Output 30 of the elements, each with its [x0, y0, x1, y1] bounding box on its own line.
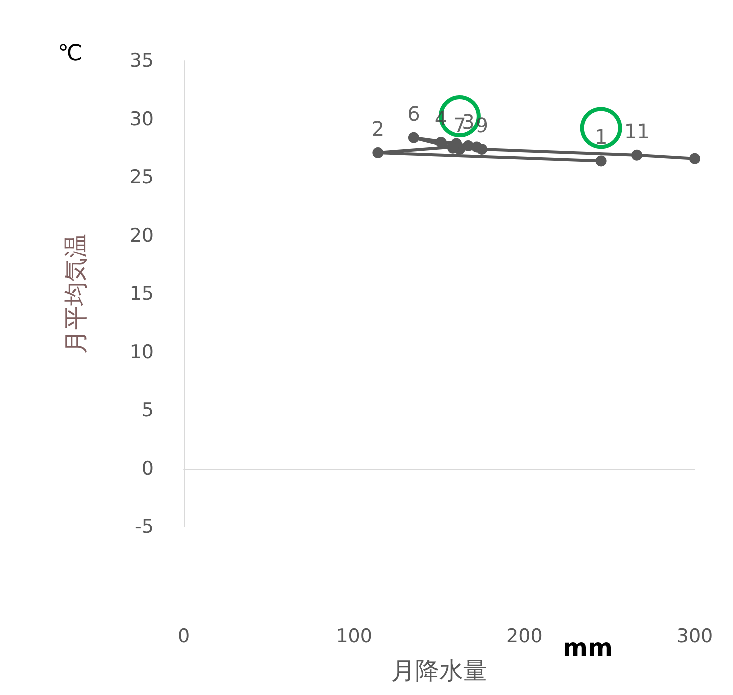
point [596, 156, 607, 167]
annotation: 11 [624, 119, 650, 144]
point [436, 137, 447, 148]
y-tick-label: 35 [130, 50, 154, 72]
annotation: 1 [594, 125, 608, 150]
point [408, 132, 420, 144]
x-axis-title: 月降水量 [392, 657, 488, 685]
annotation: 3 [462, 110, 475, 134]
y-axis-title: 月平均気温 [62, 234, 90, 354]
text: ℃ [58, 42, 83, 66]
x-tick-label: 100 [336, 626, 372, 648]
point [372, 148, 384, 159]
point [476, 144, 488, 156]
x-tick-label: 300 [676, 626, 714, 648]
annotation: 2 [372, 117, 385, 142]
annotation: 9 [476, 114, 488, 138]
y-tick-label: 30 [130, 108, 154, 130]
y-tick-label: 5 [142, 400, 154, 422]
y-tick-label: -5 [135, 516, 154, 538]
x-tick-label: 0 [178, 626, 190, 648]
y-tick-label: 20 [130, 224, 154, 247]
point [632, 150, 643, 161]
y-tick-label: 10 [130, 341, 154, 364]
y-tick-label: 0 [142, 458, 154, 480]
y-tick-label: 25 [130, 166, 154, 188]
annotation: 6 [408, 102, 420, 126]
y-tick-label: 15 [130, 283, 154, 305]
text: mm [563, 634, 614, 662]
point [690, 153, 700, 164]
x-tick-label: 200 [506, 626, 543, 648]
